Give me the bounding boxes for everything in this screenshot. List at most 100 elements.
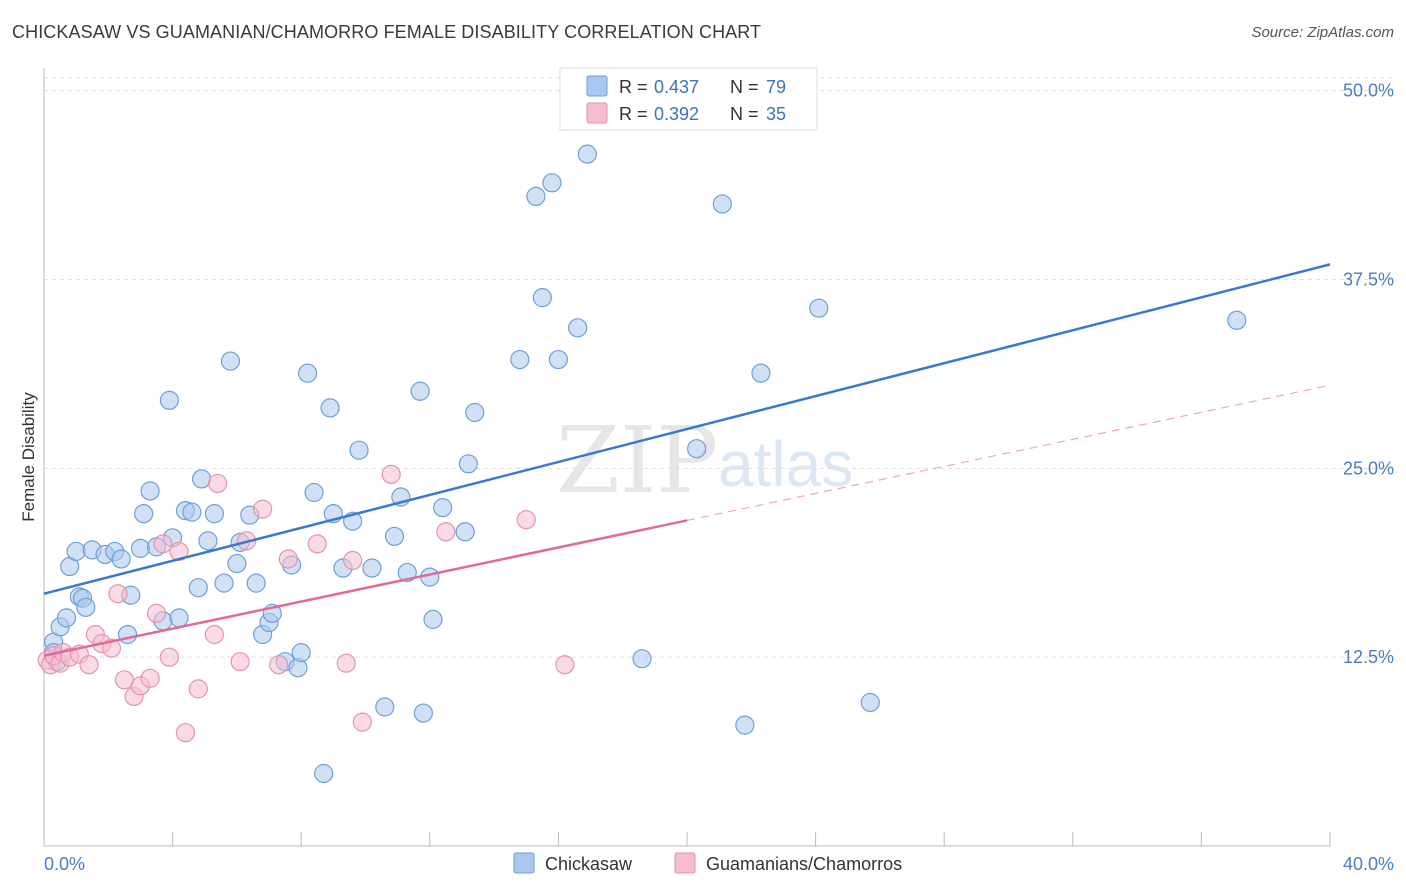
data-point-chickasaw [314,763,334,784]
legend-n-label: N = [730,104,759,124]
data-point-chickasaw [510,349,530,370]
legend-r-label: R = [619,104,648,124]
data-point-guamanian [381,464,401,484]
data-point-chickasaw [214,573,234,593]
data-point-chickasaw [56,608,77,628]
data-point-chickasaw [751,363,771,383]
data-point-chickasaw [204,504,224,524]
data-point-guamanian [153,534,173,554]
legend-r-label: R = [619,77,648,97]
watermark-zip: ZIP [556,407,718,514]
data-point-chickasaw [191,469,212,489]
data-point-chickasaw [298,363,318,383]
y-tick-label: 50.0% [1343,81,1394,101]
axes [43,68,1331,847]
data-point-chickasaw [532,288,552,308]
trend-line-guamanian-extension [686,384,1331,522]
trend-lines [43,263,1331,657]
data-point-guamanian [436,522,456,542]
data-point-chickasaw [362,558,382,578]
data-point-chickasaw [198,531,218,551]
data-point-chickasaw [809,298,829,318]
data-point-chickasaw [76,597,96,617]
data-point-chickasaw [227,553,247,574]
bottom-legend-label-guamanian: Guamanians/Chamorros [706,854,902,874]
chart-source: Source: ZipAtlas.com [1251,24,1394,41]
data-point-guamanian [269,655,289,675]
grid-lines [44,77,1394,658]
data-point-chickasaw [159,390,179,410]
data-point-chickasaw [413,703,433,723]
data-point-chickasaw [433,498,453,518]
data-point-guamanian [140,668,160,688]
y-axis-label: Female Disability [19,392,38,522]
data-point-chickasaw [735,715,755,735]
data-point-guamanian [114,670,134,690]
data-point-guamanian [516,510,536,530]
data-point-chickasaw [860,692,880,713]
data-point-chickasaw [169,608,189,628]
bottom-legend-label-chickasaw: Chickasaw [545,854,633,874]
data-point-guamanian [230,652,250,672]
x-tick-label-max: 40.0% [1343,854,1394,874]
series-legend: Chickasaw Guamanians/Chamorros [513,852,902,874]
legend-r-value: 0.437 [654,77,699,97]
data-point-chickasaw [246,573,266,593]
y-tick-label: 25.0% [1343,458,1394,478]
data-point-chickasaw [526,186,546,207]
data-point-guamanian [188,679,208,699]
data-point-chickasaw [304,482,324,503]
legend-n-value: 79 [766,77,786,97]
data-point-guamanian [253,499,273,519]
data-point-chickasaw [182,502,202,522]
data-point-chickasaw [410,381,430,401]
data-point-guamanian [336,653,356,673]
trend-line-guamanian [43,519,688,657]
bottom-legend-swatch-guamanian [674,852,696,874]
data-point-chickasaw [568,318,588,338]
data-point-chickasaw [577,144,597,164]
chart-title: CHICKASAW VS GUAMANIAN/CHAMORRO FEMALE D… [12,22,762,42]
data-point-chickasaw [1227,310,1247,330]
data-point-chickasaw [130,538,151,558]
data-point-guamanian [352,712,372,732]
data-point-guamanian [146,603,167,623]
data-point-guamanian [175,723,196,743]
stats-legend: R = 0.437 N = 79 R = 0.392 N = 35 [559,67,818,131]
data-point-guamanian [204,624,224,645]
x-tick-label-min: 0.0% [44,854,85,874]
watermark-atlas: atlas [718,428,853,500]
data-point-chickasaw [632,649,652,669]
data-point-chickasaw [375,697,395,717]
data-point-guamanian [108,584,128,604]
data-point-chickasaw [291,643,311,663]
y-tick-label: 12.5% [1343,647,1394,667]
data-point-chickasaw [423,609,443,629]
data-point-chickasaw [134,504,154,524]
data-point-chickasaw [320,398,340,418]
data-point-chickasaw [455,522,475,542]
data-point-chickasaw [66,541,86,562]
trend-line-chickasaw [43,263,1331,595]
data-point-chickasaw [188,578,208,598]
data-point-chickasaw [111,549,131,569]
data-point-chickasaw [712,194,732,214]
y-tick-labels: 12.5% 25.0% 37.5% 50.0% [1343,81,1394,668]
data-point-chickasaw [117,624,138,645]
data-point-chickasaw [465,402,485,423]
data-point-guamanian [307,534,327,554]
data-point-guamanian [159,647,179,667]
legend-n-label: N = [730,77,759,97]
data-point-chickasaw [458,454,478,474]
data-point-chickasaw [140,481,160,501]
data-point-chickasaw [687,439,707,459]
y-tick-label: 37.5% [1343,269,1394,289]
data-point-guamanian [555,655,575,675]
legend-n-value: 35 [766,104,786,124]
data-point-chickasaw [548,349,569,370]
data-point-guamanian [343,550,363,571]
legend-swatch-guamanian [586,102,608,124]
data-point-chickasaw [220,351,241,371]
bottom-legend-swatch-chickasaw [513,852,535,874]
